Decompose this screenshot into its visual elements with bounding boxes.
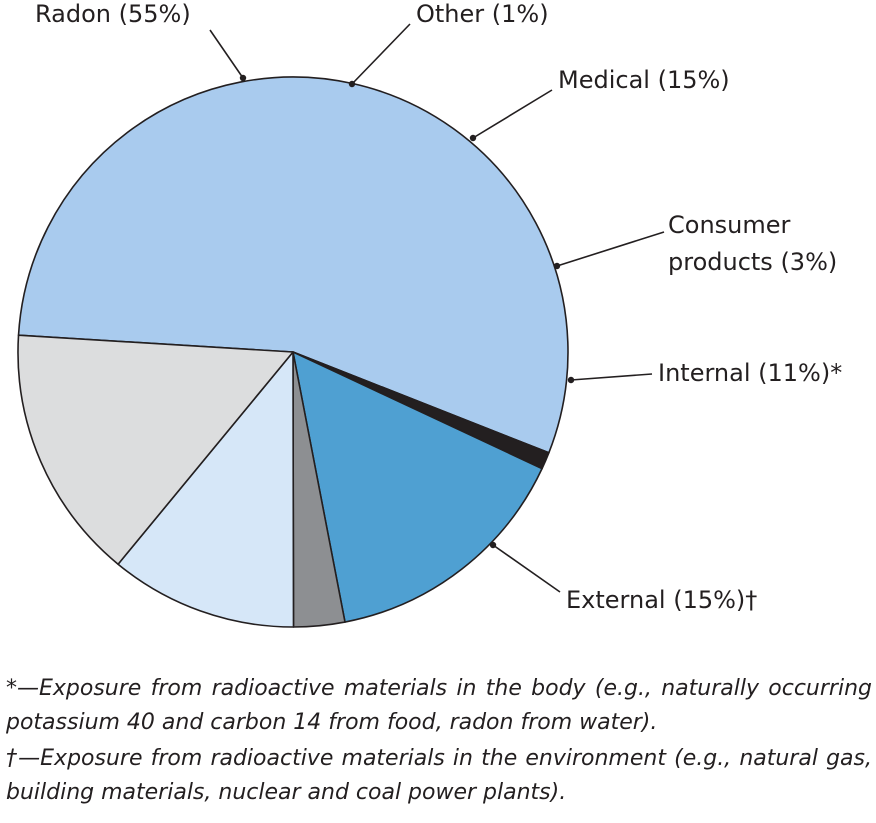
leader-dot-consumer bbox=[553, 262, 561, 270]
pie-slices bbox=[17, 76, 569, 628]
footnote-external: †—Exposure from radioactive materials in… bbox=[6, 746, 872, 805]
leader-dot-other bbox=[348, 80, 356, 88]
slice-label-internal: Internal (11%)* bbox=[658, 359, 842, 387]
leader-line-other bbox=[351, 23, 411, 85]
pie-chart: Radon (55%) Other (1%) Medical (15%) Consum… bbox=[17, 0, 842, 628]
leader-line-external bbox=[492, 544, 561, 593]
leader-dot-radon bbox=[239, 74, 247, 82]
leader-line-internal bbox=[570, 373, 653, 381]
slice-labels: Radon (55%) Other (1%) Medical (15%) Consum… bbox=[35, 0, 842, 614]
slice-label-consumer: Consumer products (3%) bbox=[668, 211, 837, 276]
pie-slice-internal bbox=[117, 351, 295, 628]
pie-slice-external bbox=[17, 334, 294, 565]
leader-line-medical bbox=[472, 89, 553, 139]
leader-line-consumer bbox=[556, 231, 665, 267]
footnotes: *—Exposure from radioactive materials in… bbox=[6, 672, 872, 812]
slice-label-medical: Medical (15%) bbox=[558, 66, 730, 94]
footnote-internal: *—Exposure from radioactive materials in… bbox=[6, 676, 872, 735]
pie-slice-medical bbox=[292, 351, 543, 623]
leader-dot-internal bbox=[567, 376, 575, 384]
leader-dot-medical bbox=[469, 134, 477, 142]
slice-label-external: External (15%)† bbox=[566, 586, 757, 614]
slice-label-other: Other (1%) bbox=[416, 0, 549, 28]
leader-line-radon bbox=[209, 29, 244, 79]
slice-label-radon: Radon (55%) bbox=[35, 0, 191, 28]
leader-dot-external bbox=[489, 541, 497, 549]
leader-lines bbox=[209, 23, 665, 593]
